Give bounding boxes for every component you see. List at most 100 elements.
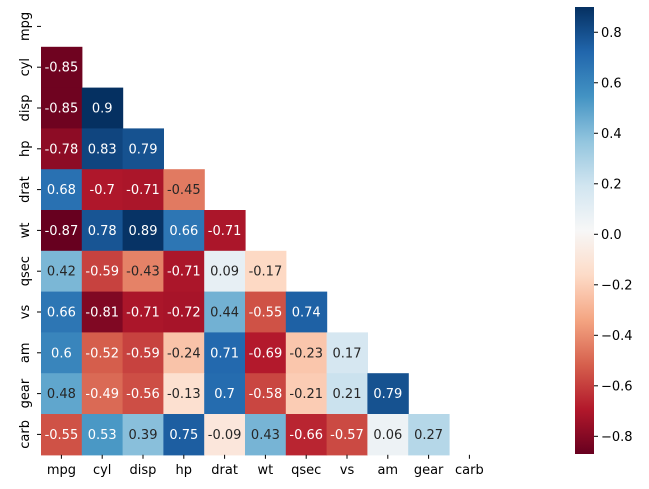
heatmap-cell-am-wt (245, 332, 287, 374)
heatmap-cell-wt-mpg (41, 210, 83, 252)
cell-label-am-wt: -0.69 (249, 346, 283, 361)
heatmap-cell-qsec-mpg (41, 250, 83, 293)
heatmap-cell-vs-cyl (81, 291, 124, 333)
heatmap-cell-gear-wt (245, 373, 287, 415)
heatmap-cell-am-drat (204, 332, 246, 374)
cell-label-vs-cyl: -0.81 (85, 306, 119, 321)
heatmap-cell-carb-qsec (285, 414, 328, 456)
cell-label-qsec-drat: 0.09 (210, 265, 239, 280)
cell-label-qsec-hp: -0.71 (167, 265, 201, 280)
cell-label-vs-drat: 0.44 (210, 306, 239, 321)
x-tick-label-vs: vs (340, 463, 355, 478)
colorbar-tick-label: −0.4 (601, 329, 633, 344)
y-tick-label-disp: disp (18, 95, 33, 122)
colorbar-tick-label: −0.2 (601, 278, 633, 293)
heatmap-cell-gear-drat (204, 373, 246, 415)
x-axis-tick-labels: mpg cyl disp hp drat wt qsec vs am gear carb (47, 454, 484, 478)
cell-label-am-qsec: -0.23 (289, 346, 323, 361)
y-tick-label-wt: wt (18, 223, 33, 239)
heatmap-cell-gear-cyl (81, 373, 124, 415)
y-axis-tick-labels: mpg cyl disp hp drat wt qsec vs am gear carb (18, 12, 41, 449)
cell-label-gear-qsec: -0.21 (289, 387, 323, 402)
cell-label-gear-disp: -0.56 (126, 387, 160, 402)
heatmap-cell-am-vs (326, 332, 368, 374)
cell-label-carb-am: 0.06 (373, 428, 402, 443)
y-tick-label-hp: hp (18, 141, 33, 158)
heatmap-cell-drat-hp (163, 169, 205, 211)
heatmap-cell-gear-hp (163, 373, 205, 415)
y-tick-label-gear: gear (18, 378, 33, 408)
cell-label-drat-cyl: -0.7 (90, 183, 115, 198)
x-tick-label-am: am (377, 463, 398, 478)
cell-label-wt-cyl: 0.78 (88, 224, 117, 239)
heatmap-cell-am-mpg (41, 332, 83, 374)
cell-label-gear-hp: -0.13 (167, 387, 201, 402)
colorbar-tick-label: −0.8 (601, 430, 633, 445)
heatmap-cell-carb-mpg (41, 414, 83, 456)
cell-label-carb-hp: 0.75 (169, 428, 198, 443)
heatmap-cell-carb-gear (408, 414, 450, 456)
cell-label-disp-cyl: 0.9 (92, 102, 113, 117)
heatmap-cell-qsec-drat (204, 250, 246, 293)
heatmap-cell-drat-mpg (41, 169, 83, 211)
heatmap-cell-disp-cyl (81, 87, 124, 129)
colorbar-tick-label: 0.2 (601, 177, 622, 192)
x-tick-label-disp: disp (130, 463, 157, 478)
cell-label-am-vs: 0.17 (333, 346, 362, 361)
colorbar-tick-label: 0.0 (601, 228, 622, 243)
cell-label-am-mpg: 0.6 (51, 346, 72, 361)
cell-label-carb-gear: 0.27 (414, 428, 443, 443)
heatmap-cell-qsec-wt (245, 250, 287, 293)
cell-label-qsec-mpg: 0.42 (47, 265, 76, 280)
y-tick-label-am: am (18, 342, 33, 363)
cell-label-wt-mpg: -0.87 (45, 224, 79, 239)
y-tick-label-qsec: qsec (18, 256, 33, 286)
heatmap-cell-vs-drat (204, 291, 246, 333)
y-tick-label-vs: vs (18, 305, 33, 320)
x-tick-label-wt: wt (258, 463, 274, 478)
heatmap-cell-qsec-cyl (81, 250, 124, 293)
heatmap-cell-carb-vs (326, 414, 368, 456)
cell-label-am-cyl: -0.52 (85, 346, 119, 361)
heatmap-cell-carb-cyl (81, 414, 124, 456)
cell-label-hp-cyl: 0.83 (88, 142, 117, 157)
heatmap-cell-wt-hp (163, 210, 205, 252)
x-tick-label-drat: drat (211, 463, 238, 478)
cell-label-wt-hp: 0.66 (169, 224, 198, 239)
x-tick-label-gear: gear (414, 463, 444, 478)
heatmap-cell-carb-am (367, 414, 409, 456)
y-tick-label-drat: drat (18, 176, 33, 203)
heatmap-cell-gear-vs (326, 373, 368, 415)
colorbar-gradient (575, 7, 594, 454)
cell-label-vs-wt: -0.55 (249, 306, 283, 321)
heatmap-cell-gear-qsec (285, 373, 328, 415)
heatmap-cell-wt-drat (204, 210, 246, 252)
cell-label-vs-mpg: 0.66 (47, 306, 76, 321)
heatmap-cell-gear-disp (122, 373, 164, 415)
heatmap-cell-am-cyl (81, 332, 124, 374)
heatmap-cell-vs-disp (122, 291, 164, 333)
cell-label-qsec-wt: -0.17 (249, 265, 283, 280)
x-tick-label-hp: hp (176, 463, 193, 478)
cell-label-am-disp: -0.59 (126, 346, 160, 361)
heatmap-cell-vs-hp (163, 291, 205, 333)
heatmap-cell-vs-wt (245, 291, 287, 333)
cell-label-drat-mpg: 0.68 (47, 183, 76, 198)
heatmap-cells: -0.85-0.85 0.9-0.78 0.83 0.790.68 -0.7 -0.71-… (41, 46, 450, 456)
cell-label-carb-vs: -0.57 (330, 428, 364, 443)
heatmap-cell-gear-mpg (41, 373, 83, 415)
cell-label-vs-hp: -0.72 (167, 306, 201, 321)
x-tick-label-cyl: cyl (93, 463, 111, 478)
cell-label-vs-disp: -0.71 (126, 306, 160, 321)
cell-label-gear-vs: 0.21 (333, 387, 362, 402)
cell-label-vs-qsec: 0.74 (292, 306, 321, 321)
heatmap-cell-wt-cyl (81, 210, 124, 252)
cell-label-disp-mpg: -0.85 (45, 102, 79, 117)
cell-label-gear-drat: 0.7 (214, 387, 235, 402)
heatmap-cell-vs-qsec (285, 291, 328, 333)
heatmap-cell-carb-disp (122, 414, 164, 456)
colorbar-tick-label: 0.8 (601, 26, 622, 41)
heatmap-cell-qsec-disp (122, 250, 164, 293)
colorbar-tick-label: 0.4 (601, 127, 622, 142)
